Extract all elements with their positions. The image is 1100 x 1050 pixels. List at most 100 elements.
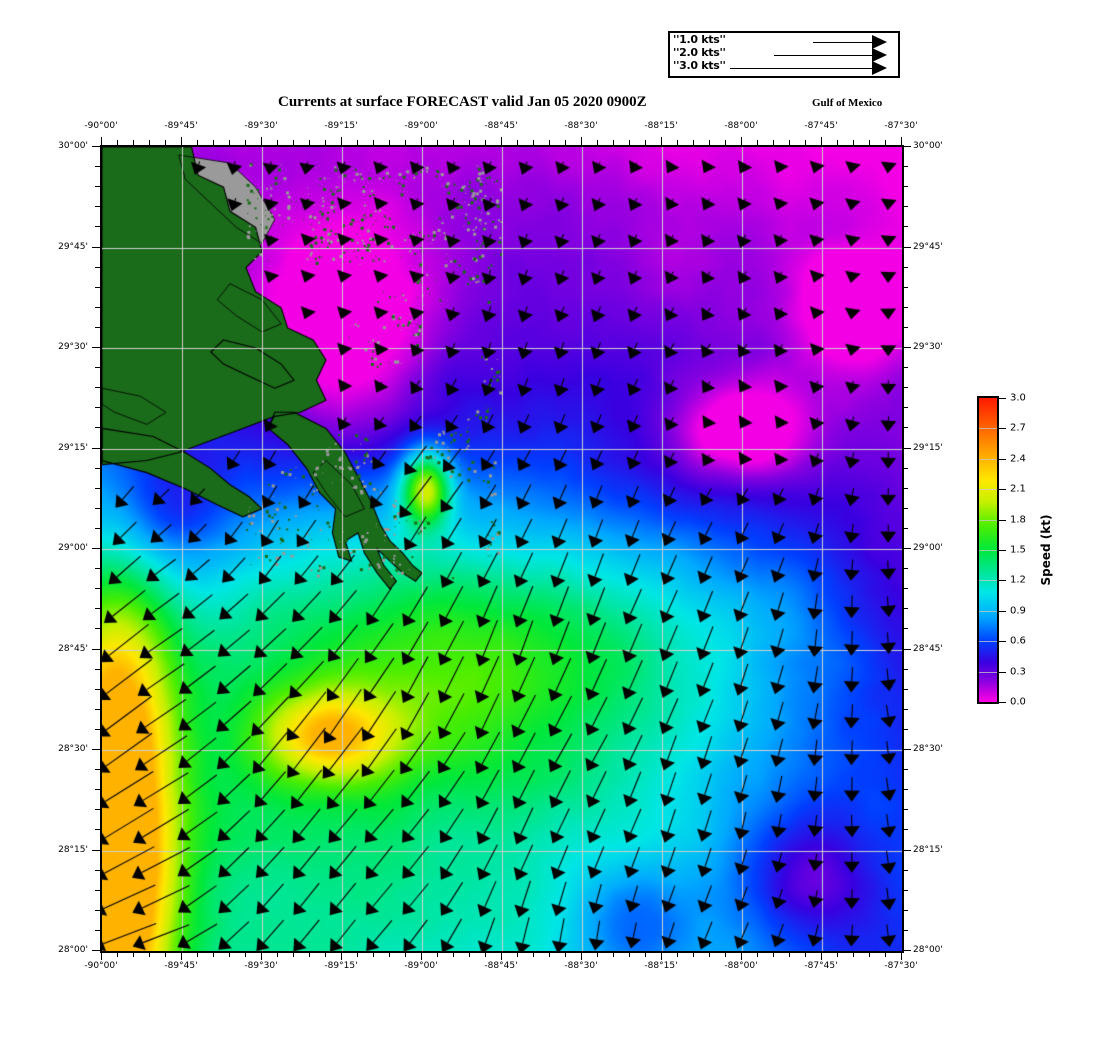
lat-tick-major [903,146,911,147]
colorbar-gridline [979,580,997,582]
lat-tick-minor [903,869,908,871]
lon-label: -90°00' [84,961,118,971]
lon-tick-minor [757,140,758,145]
current-forecast-map[interactable] [100,145,904,953]
lat-tick-minor [903,467,908,469]
colorbar-tick [999,610,1006,612]
lat-tick-minor [903,588,908,590]
lon-tick-minor [453,140,454,145]
lon-tick-minor [133,140,134,145]
colorbar-tick [999,702,1006,703]
lon-tick-minor [869,140,870,145]
lat-tick-minor [903,568,908,570]
lon-tick-major [101,137,102,145]
lat-tick-minor [95,929,100,931]
colorbar-tick [999,641,1006,643]
lat-label: 28°30' [58,744,88,754]
lat-tick-minor [903,266,908,268]
lat-tick-minor [95,286,100,288]
lon-tick-major [261,137,262,145]
lon-tick-minor [245,140,246,145]
lat-tick-minor [95,728,100,730]
lon-tick-minor [469,952,470,957]
lon-tick-minor [405,952,406,957]
lat-tick-minor [95,588,100,590]
lon-tick-minor [885,952,886,957]
lon-tick-minor [597,140,598,145]
lat-tick-minor [903,487,908,489]
arrow-head-icon [872,48,887,62]
lon-tick-minor [309,952,310,957]
colorbar-tick [999,398,1006,399]
lon-label: -88°45' [484,961,518,971]
lat-tick-minor [95,326,100,328]
colorbar-tick-label: 1.2 [1010,574,1026,586]
lat-tick-major [92,950,100,951]
lon-tick-minor [149,140,150,145]
lon-tick-minor [277,140,278,145]
lon-tick-minor [197,952,198,957]
region-label: Gulf of Mexico [812,97,883,109]
arrow-head-icon [872,35,887,49]
lat-tick-minor [903,326,908,328]
lon-tick-major [581,952,582,960]
lon-tick-minor [869,952,870,957]
lat-tick-major [92,548,100,549]
colorbar-tick [999,580,1006,582]
colorbar-tick [999,550,1006,551]
colorbar-tick-label: 3.0 [1010,392,1026,404]
vector-key-legend: ''1.0 kts'' ''2.0 kts'' ''3.0 kts'' [668,31,900,78]
vector-key-shaft-1 [813,42,872,43]
lon-label: -89°30' [244,961,278,971]
lon-tick-minor [677,140,678,145]
lat-tick-minor [903,889,908,891]
lon-tick-minor [645,140,646,145]
lat-tick-minor [95,688,100,690]
lat-tick-minor [95,789,100,791]
colorbar-tick [999,428,1006,430]
lat-tick-minor [903,628,908,630]
lon-tick-minor [773,140,774,145]
lat-tick-minor [95,186,100,188]
colorbar-tick-label: 0.6 [1010,635,1026,647]
colorbar-gridline [979,641,997,643]
lon-tick-minor [597,952,598,957]
lon-label: -88°30' [564,961,598,971]
lon-tick-major [181,952,182,960]
lon-tick-major [261,952,262,960]
lon-label: -88°45' [484,121,518,131]
colorbar-tick-label: 1.5 [1010,544,1026,556]
lon-tick-minor [613,952,614,957]
lon-tick-minor [805,140,806,145]
lat-tick-minor [903,407,908,409]
lon-tick-minor [293,140,294,145]
lon-label: -89°45' [164,961,198,971]
lon-tick-minor [789,952,790,957]
lat-tick-minor [95,306,100,308]
lon-tick-major [821,137,822,145]
lon-tick-major [661,137,662,145]
colorbar-gridline [979,489,997,491]
lon-tick-minor [693,140,694,145]
lon-tick-minor [885,140,886,145]
lat-label: 28°15' [58,844,88,855]
lat-tick-minor [95,889,100,891]
lat-tick-minor [903,286,908,288]
page-title: Currents at surface FORECAST valid Jan 0… [278,94,647,110]
lat-tick-major [903,648,911,650]
lon-tick-minor [437,952,438,957]
lat-tick-minor [95,487,100,489]
lat-label: 28°45' [913,643,943,654]
lon-tick-major [341,137,342,145]
lat-label: 29°45' [58,241,88,252]
colorbar-gridline [979,519,997,521]
lon-label: -89°15' [324,961,358,971]
lat-tick-minor [95,206,100,208]
lon-tick-minor [357,952,358,957]
lon-tick-minor [469,140,470,145]
vector-key-label-1: ''1.0 kts'' [673,33,726,46]
lat-tick-minor [903,306,908,308]
lat-label: 29°00' [58,543,88,553]
lon-tick-minor [677,952,678,957]
lon-label: -89°00' [404,961,438,971]
